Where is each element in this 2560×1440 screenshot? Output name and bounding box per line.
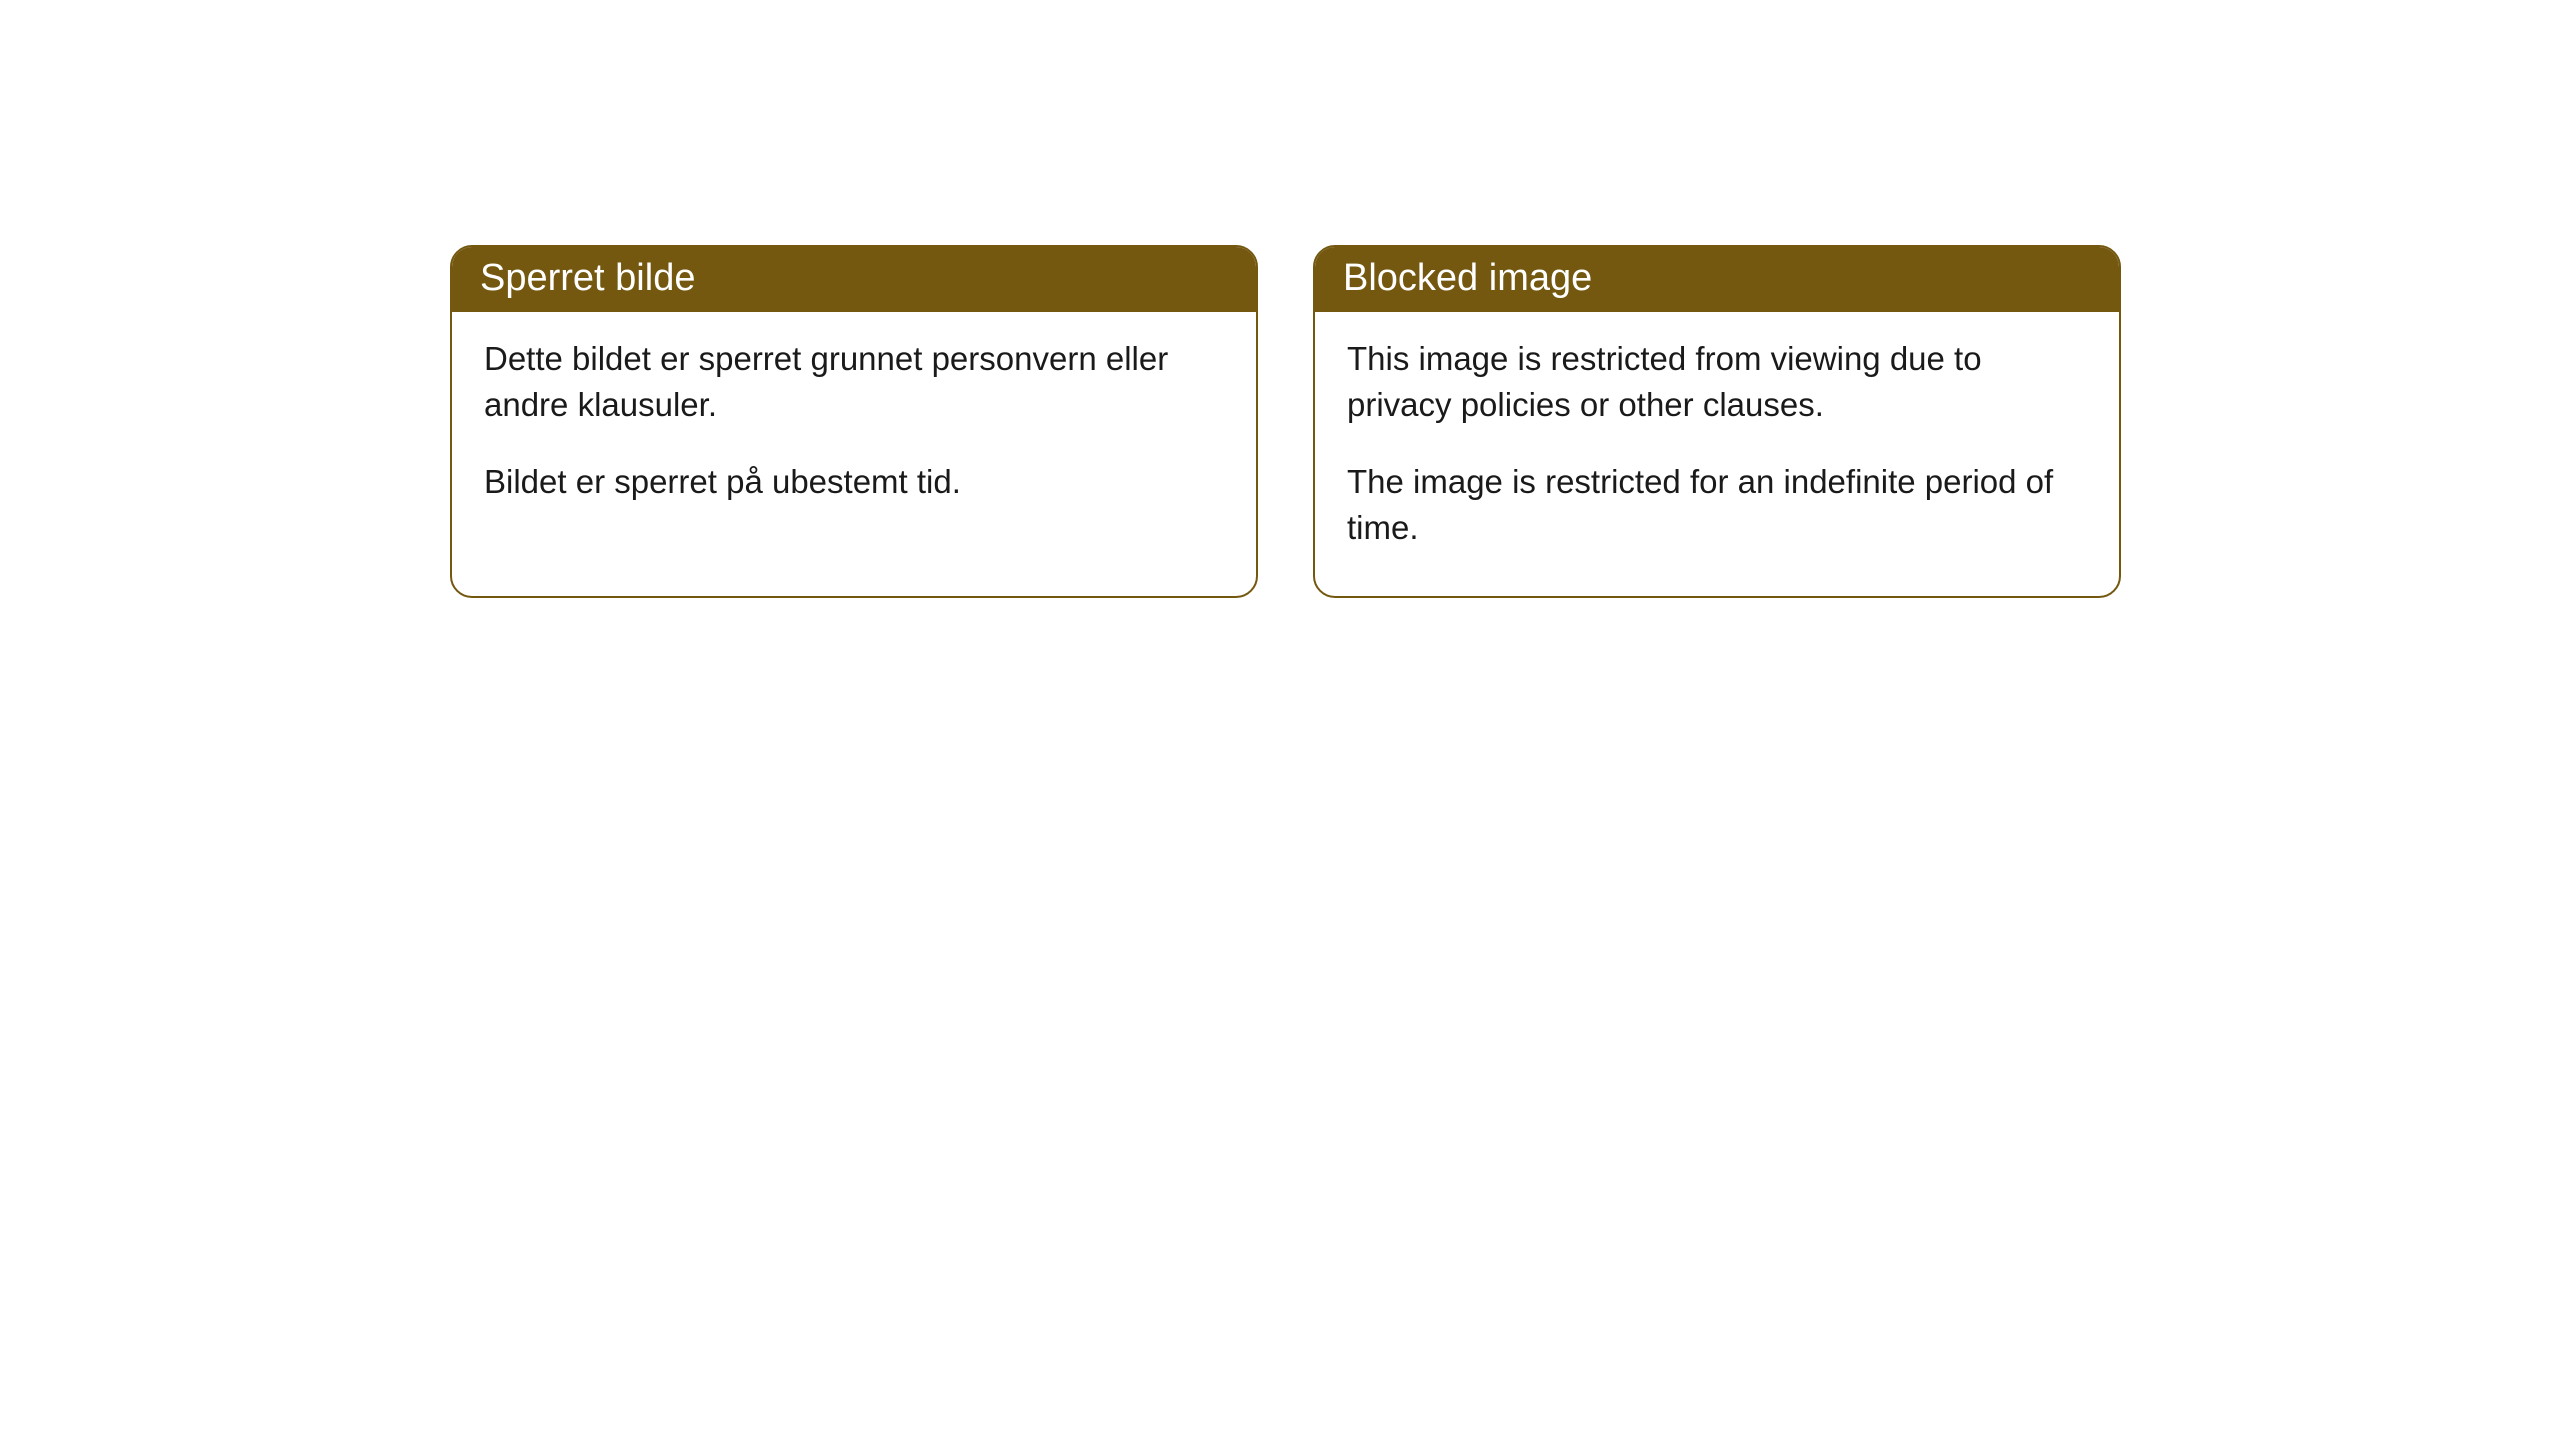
card-body: Dette bildet er sperret grunnet personve… xyxy=(452,312,1256,551)
card-header: Blocked image xyxy=(1315,247,2119,312)
card-header: Sperret bilde xyxy=(452,247,1256,312)
notice-paragraph: The image is restricted for an indefinit… xyxy=(1347,459,2087,550)
notice-paragraph: Dette bildet er sperret grunnet personve… xyxy=(484,336,1224,427)
notice-card-norwegian: Sperret bilde Dette bildet er sperret gr… xyxy=(450,245,1258,598)
card-body: This image is restricted from viewing du… xyxy=(1315,312,2119,596)
notice-paragraph: Bildet er sperret på ubestemt tid. xyxy=(484,459,1224,505)
notice-card-english: Blocked image This image is restricted f… xyxy=(1313,245,2121,598)
notice-paragraph: This image is restricted from viewing du… xyxy=(1347,336,2087,427)
notice-cards-container: Sperret bilde Dette bildet er sperret gr… xyxy=(450,245,2560,598)
